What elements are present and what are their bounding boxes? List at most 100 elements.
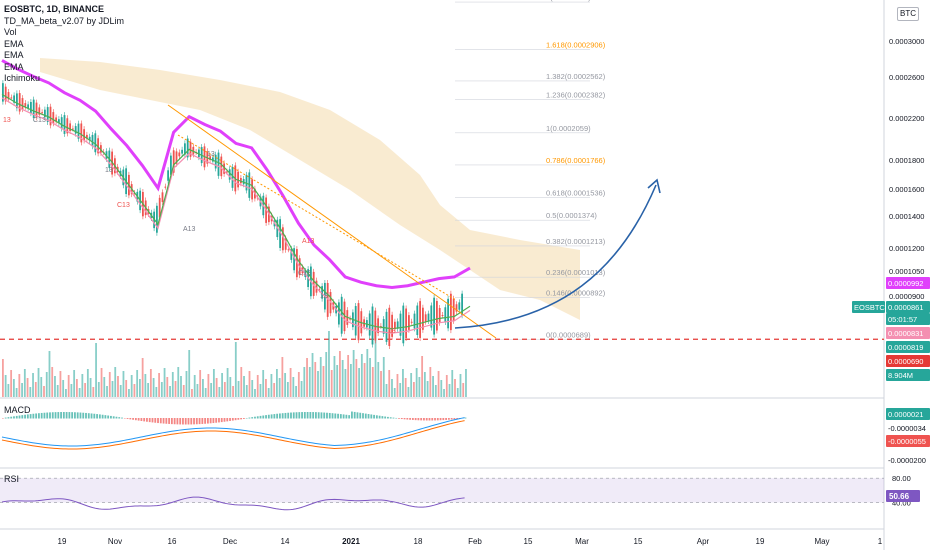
volume-bar bbox=[393, 388, 396, 397]
macd-histogram-bar bbox=[328, 412, 331, 419]
price-tag[interactable] bbox=[886, 277, 930, 289]
volume-bar bbox=[363, 363, 366, 397]
candle bbox=[175, 151, 178, 164]
price-tag[interactable] bbox=[886, 341, 930, 353]
macd-histogram-bar bbox=[345, 414, 348, 419]
candle bbox=[217, 152, 220, 176]
macd-histogram-bar bbox=[231, 418, 234, 421]
indicator-ema-2[interactable]: EMA bbox=[4, 50, 24, 60]
candle bbox=[385, 311, 388, 342]
candle bbox=[94, 133, 97, 153]
fib-label: 0.618(0.0001536) bbox=[546, 189, 606, 198]
price-axis-tick: 0.0001050 bbox=[889, 267, 924, 276]
volume-bar bbox=[270, 374, 273, 397]
macd-pane-title[interactable]: MACD bbox=[4, 405, 31, 415]
indicator-ichimoku[interactable]: Ichimoku bbox=[4, 73, 41, 83]
volume-bar bbox=[114, 367, 117, 397]
volume-bar bbox=[421, 356, 424, 397]
volume-bar bbox=[204, 388, 207, 397]
macd-histogram-bar bbox=[24, 414, 26, 419]
candle bbox=[287, 249, 290, 251]
indicator-ema-1[interactable]: EMA bbox=[4, 38, 24, 49]
macd-histogram-bar bbox=[38, 413, 40, 419]
macd-histogram-bar bbox=[179, 418, 182, 425]
macd-histogram-bar bbox=[126, 418, 129, 419]
macd-axis-tick: -0.0000034 bbox=[888, 424, 926, 433]
candle bbox=[72, 128, 74, 130]
td-label: 13 bbox=[207, 151, 215, 158]
volume-bar bbox=[385, 384, 388, 397]
macd-histogram-bar bbox=[132, 418, 134, 420]
candle bbox=[35, 102, 38, 118]
volume-bar bbox=[465, 369, 467, 397]
price-tag[interactable] bbox=[886, 327, 930, 339]
volume-bar bbox=[86, 369, 89, 397]
macd-histogram-bar bbox=[295, 412, 298, 419]
symbol-title[interactable]: EOSBTC, 1D, BINANCE bbox=[4, 4, 105, 14]
volume-bar bbox=[117, 376, 119, 397]
macd-histogram-bar bbox=[193, 418, 195, 425]
price-tag-label: 0.0000861 bbox=[888, 303, 923, 312]
candle bbox=[419, 301, 421, 338]
candle bbox=[410, 321, 413, 323]
candle bbox=[433, 297, 435, 335]
macd-histogram-bar bbox=[262, 415, 265, 419]
indicator-vol[interactable]: Vol bbox=[4, 27, 17, 37]
volume-bar bbox=[330, 370, 333, 397]
volume-bar bbox=[108, 372, 111, 397]
indicator-td-ma[interactable]: TD_MA_beta_v2.07 by JDLim bbox=[4, 15, 125, 26]
macd-histogram-bar bbox=[254, 416, 256, 419]
ema-line-mid bbox=[1, 97, 471, 334]
macd-histogram-bar bbox=[431, 418, 434, 421]
currency-button[interactable]: BTC bbox=[897, 7, 919, 21]
candle bbox=[30, 102, 32, 114]
macd-histogram-bar bbox=[281, 413, 284, 419]
rsi-pane-title[interactable]: RSI bbox=[4, 474, 20, 484]
time-axis-tick: 19 bbox=[58, 537, 67, 546]
volume-bar bbox=[273, 383, 276, 397]
fib-label: 0.382(0.0001213) bbox=[546, 237, 606, 246]
macd-histogram-bar bbox=[453, 418, 456, 420]
volume-bar bbox=[160, 382, 163, 397]
price-tag[interactable] bbox=[886, 301, 930, 313]
volume-bar bbox=[237, 381, 240, 397]
indicator-ema-3[interactable]: EMA bbox=[4, 61, 24, 72]
price-tag[interactable] bbox=[886, 369, 930, 381]
candle bbox=[382, 319, 385, 334]
macd-histogram-bar bbox=[168, 418, 170, 424]
macd-histogram-bar bbox=[353, 411, 356, 419]
time-axis-tick: 14 bbox=[281, 537, 290, 546]
macd-histogram-bar bbox=[40, 412, 43, 419]
volume-bar bbox=[199, 370, 202, 397]
macd-histogram-bar bbox=[348, 415, 351, 419]
volume-bar bbox=[251, 380, 254, 397]
time-axis-tick: Nov bbox=[108, 537, 122, 546]
macd-histogram-bar bbox=[10, 416, 13, 419]
rsi-line bbox=[1, 496, 465, 511]
price-tag[interactable] bbox=[852, 301, 885, 313]
volume-bar bbox=[254, 389, 256, 397]
time-axis-tick: 1 bbox=[878, 537, 883, 546]
candle bbox=[447, 298, 449, 329]
candle bbox=[394, 321, 396, 330]
macd-histogram-bar bbox=[273, 414, 276, 419]
volume-bar bbox=[78, 388, 81, 397]
macd-histogram-bar bbox=[326, 412, 328, 419]
macd-histogram-bar bbox=[267, 414, 270, 419]
time-axis-tick: 16 bbox=[168, 537, 177, 546]
candle bbox=[60, 117, 63, 129]
price-tag[interactable] bbox=[886, 355, 930, 367]
macd-histogram-bar bbox=[7, 417, 10, 419]
macd-histogram-bar bbox=[62, 412, 65, 419]
volume-bar bbox=[75, 379, 78, 397]
volume-bar bbox=[404, 378, 407, 397]
volume-bar bbox=[382, 357, 385, 397]
candle bbox=[231, 166, 234, 188]
volume-bar bbox=[48, 351, 51, 397]
candle bbox=[396, 321, 399, 329]
volume-bar bbox=[456, 388, 459, 397]
volume-bar bbox=[245, 385, 248, 397]
price-tag[interactable] bbox=[886, 313, 930, 325]
